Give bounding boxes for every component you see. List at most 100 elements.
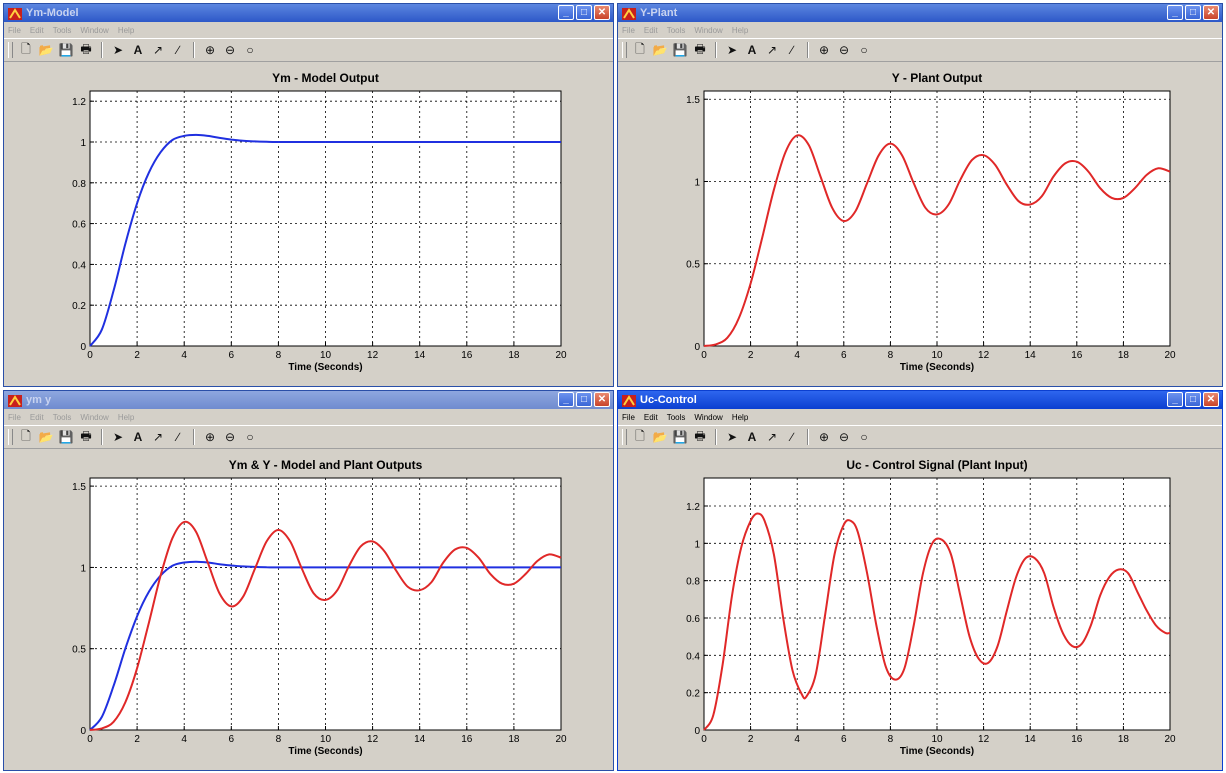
arrow-select-icon[interactable]: ➤ [726, 430, 738, 444]
menu-tools[interactable]: Tools [666, 25, 686, 35]
save-icon[interactable]: 💾 [672, 430, 688, 444]
text-insert-icon[interactable]: A [133, 430, 143, 444]
close-button[interactable]: ✕ [1203, 5, 1219, 20]
new-file-icon[interactable]: 🗋 [21, 428, 31, 443]
y-tick-label: 1.2 [72, 97, 86, 108]
figure-window-y-plant[interactable]: Y-Plant _ □ ✕ File Edit Tools Window Hel… [617, 3, 1223, 387]
zoom-out-icon[interactable]: ⊖ [838, 43, 850, 57]
line-insert-icon[interactable]: ∕ [790, 43, 793, 57]
menu-window[interactable]: Window [80, 412, 109, 422]
open-folder-icon[interactable]: 📂 [652, 43, 668, 57]
x-tick-label: 16 [461, 734, 473, 745]
print-icon[interactable]: 🖶 [694, 41, 706, 56]
menu-bar: File Edit Tools Window Help [4, 410, 613, 424]
menu-tools[interactable]: Tools [52, 25, 72, 35]
zoom-out-icon[interactable]: ⊖ [224, 430, 236, 444]
maximize-button[interactable]: □ [1185, 392, 1201, 407]
text-insert-icon[interactable]: A [747, 43, 757, 57]
toolbar-grip[interactable] [8, 429, 13, 445]
maximize-button[interactable]: □ [1185, 5, 1201, 20]
title-bar[interactable]: Uc-Control _ □ ✕ [618, 391, 1222, 409]
rotate-icon[interactable]: ○ [246, 430, 254, 444]
menu-window[interactable]: Window [694, 25, 723, 35]
x-tick-label: 16 [1071, 350, 1083, 361]
menu-help[interactable]: Help [731, 25, 749, 35]
plot-axes[interactable]: Y - Plant Output 0 2 4 6 8 10 12 14 16 18 20 0 0.5 1 1.… [618, 61, 1222, 386]
arrow-insert-icon[interactable]: ↗ [152, 43, 164, 57]
minimize-button[interactable]: _ [1167, 5, 1183, 20]
menu-window[interactable]: Window [80, 25, 109, 35]
title-bar[interactable]: ym y _ □ ✕ [4, 391, 613, 409]
save-icon[interactable]: 💾 [58, 43, 74, 57]
menu-help[interactable]: Help [117, 25, 135, 35]
menu-edit[interactable]: Edit [29, 412, 44, 422]
title-bar[interactable]: Y-Plant _ □ ✕ [618, 4, 1222, 22]
figure-window-ym-y[interactable]: ym y _ □ ✕ File Edit Tools Window Help 🗋… [3, 390, 614, 771]
new-file-icon[interactable]: 🗋 [635, 41, 645, 56]
new-file-icon[interactable]: 🗋 [635, 428, 645, 443]
new-file-icon[interactable]: 🗋 [21, 41, 31, 56]
menu-file[interactable]: File [622, 412, 635, 422]
text-insert-icon[interactable]: A [133, 43, 143, 57]
save-icon[interactable]: 💾 [58, 430, 74, 444]
arrow-select-icon[interactable]: ➤ [112, 43, 124, 57]
minimize-button[interactable]: _ [558, 392, 574, 407]
line-insert-icon[interactable]: ∕ [176, 430, 179, 444]
close-button[interactable]: ✕ [594, 5, 610, 20]
print-icon[interactable]: 🖶 [80, 428, 92, 443]
menu-window[interactable]: Window [694, 412, 723, 422]
arrow-select-icon[interactable]: ➤ [726, 43, 738, 57]
zoom-out-icon[interactable]: ⊖ [838, 430, 850, 444]
rotate-icon[interactable]: ○ [860, 430, 868, 444]
arrow-insert-icon[interactable]: ↗ [766, 43, 778, 57]
print-icon[interactable]: 🖶 [694, 428, 706, 443]
maximize-button[interactable]: □ [576, 392, 592, 407]
x-tick-label: 4 [181, 350, 187, 361]
line-insert-icon[interactable]: ∕ [176, 43, 179, 57]
arrow-insert-icon[interactable]: ↗ [152, 430, 164, 444]
save-icon[interactable]: 💾 [672, 43, 688, 57]
arrow-select-icon[interactable]: ➤ [112, 430, 124, 444]
close-button[interactable]: ✕ [1203, 392, 1219, 407]
minimize-button[interactable]: _ [1167, 392, 1183, 407]
menu-tools[interactable]: Tools [52, 412, 72, 422]
menu-file[interactable]: File [622, 25, 635, 35]
menu-help[interactable]: Help [731, 412, 749, 422]
menu-tools[interactable]: Tools [666, 412, 686, 422]
open-folder-icon[interactable]: 📂 [38, 43, 54, 57]
plot-axes[interactable]: Ym - Model Output 0 2 4 6 8 10 12 14 16 18 20 0 0.2 0.… [4, 61, 613, 386]
menu-edit[interactable]: Edit [643, 25, 658, 35]
arrow-insert-icon[interactable]: ↗ [766, 430, 778, 444]
line-insert-icon[interactable]: ∕ [790, 430, 793, 444]
zoom-in-icon[interactable]: ⊕ [204, 43, 216, 57]
menu-file[interactable]: File [8, 412, 21, 422]
toolbar-grip[interactable] [622, 429, 627, 445]
toolbar-grip[interactable] [622, 42, 627, 58]
open-folder-icon[interactable]: 📂 [38, 430, 54, 444]
figure-toolbar: 🗋 📂 💾 🖶 ➤ A ↗ ∕ ⊕ ⊖ ○ [4, 425, 613, 449]
rotate-icon[interactable]: ○ [246, 43, 254, 57]
menu-help[interactable]: Help [117, 412, 135, 422]
print-icon[interactable]: 🖶 [80, 41, 92, 56]
zoom-out-icon[interactable]: ⊖ [224, 43, 236, 57]
menu-edit[interactable]: Edit [29, 25, 44, 35]
zoom-in-icon[interactable]: ⊕ [204, 430, 216, 444]
close-button[interactable]: ✕ [594, 392, 610, 407]
zoom-in-icon[interactable]: ⊕ [818, 43, 830, 57]
figure-window-uc-control[interactable]: Uc-Control _ □ ✕ File Edit Tools Window … [617, 390, 1223, 771]
window-title: ym y [26, 394, 52, 406]
title-bar[interactable]: Ym-Model _ □ ✕ [4, 4, 613, 22]
maximize-button[interactable]: □ [576, 5, 592, 20]
menu-edit[interactable]: Edit [643, 412, 658, 422]
minimize-button[interactable]: _ [558, 5, 574, 20]
figure-window-ym-model[interactable]: Ym-Model _ □ ✕ File Edit Tools Window He… [3, 3, 614, 387]
open-folder-icon[interactable]: 📂 [652, 430, 668, 444]
plot-axes[interactable]: Uc - Control Signal (Plant Input)0 2 4 6 8 10… [618, 448, 1222, 770]
zoom-in-icon[interactable]: ⊕ [818, 430, 830, 444]
text-insert-icon[interactable]: A [747, 430, 757, 444]
toolbar-grip[interactable] [8, 42, 13, 58]
rotate-icon[interactable]: ○ [860, 43, 868, 57]
x-tick-label: 8 [888, 350, 894, 361]
menu-file[interactable]: File [8, 25, 21, 35]
